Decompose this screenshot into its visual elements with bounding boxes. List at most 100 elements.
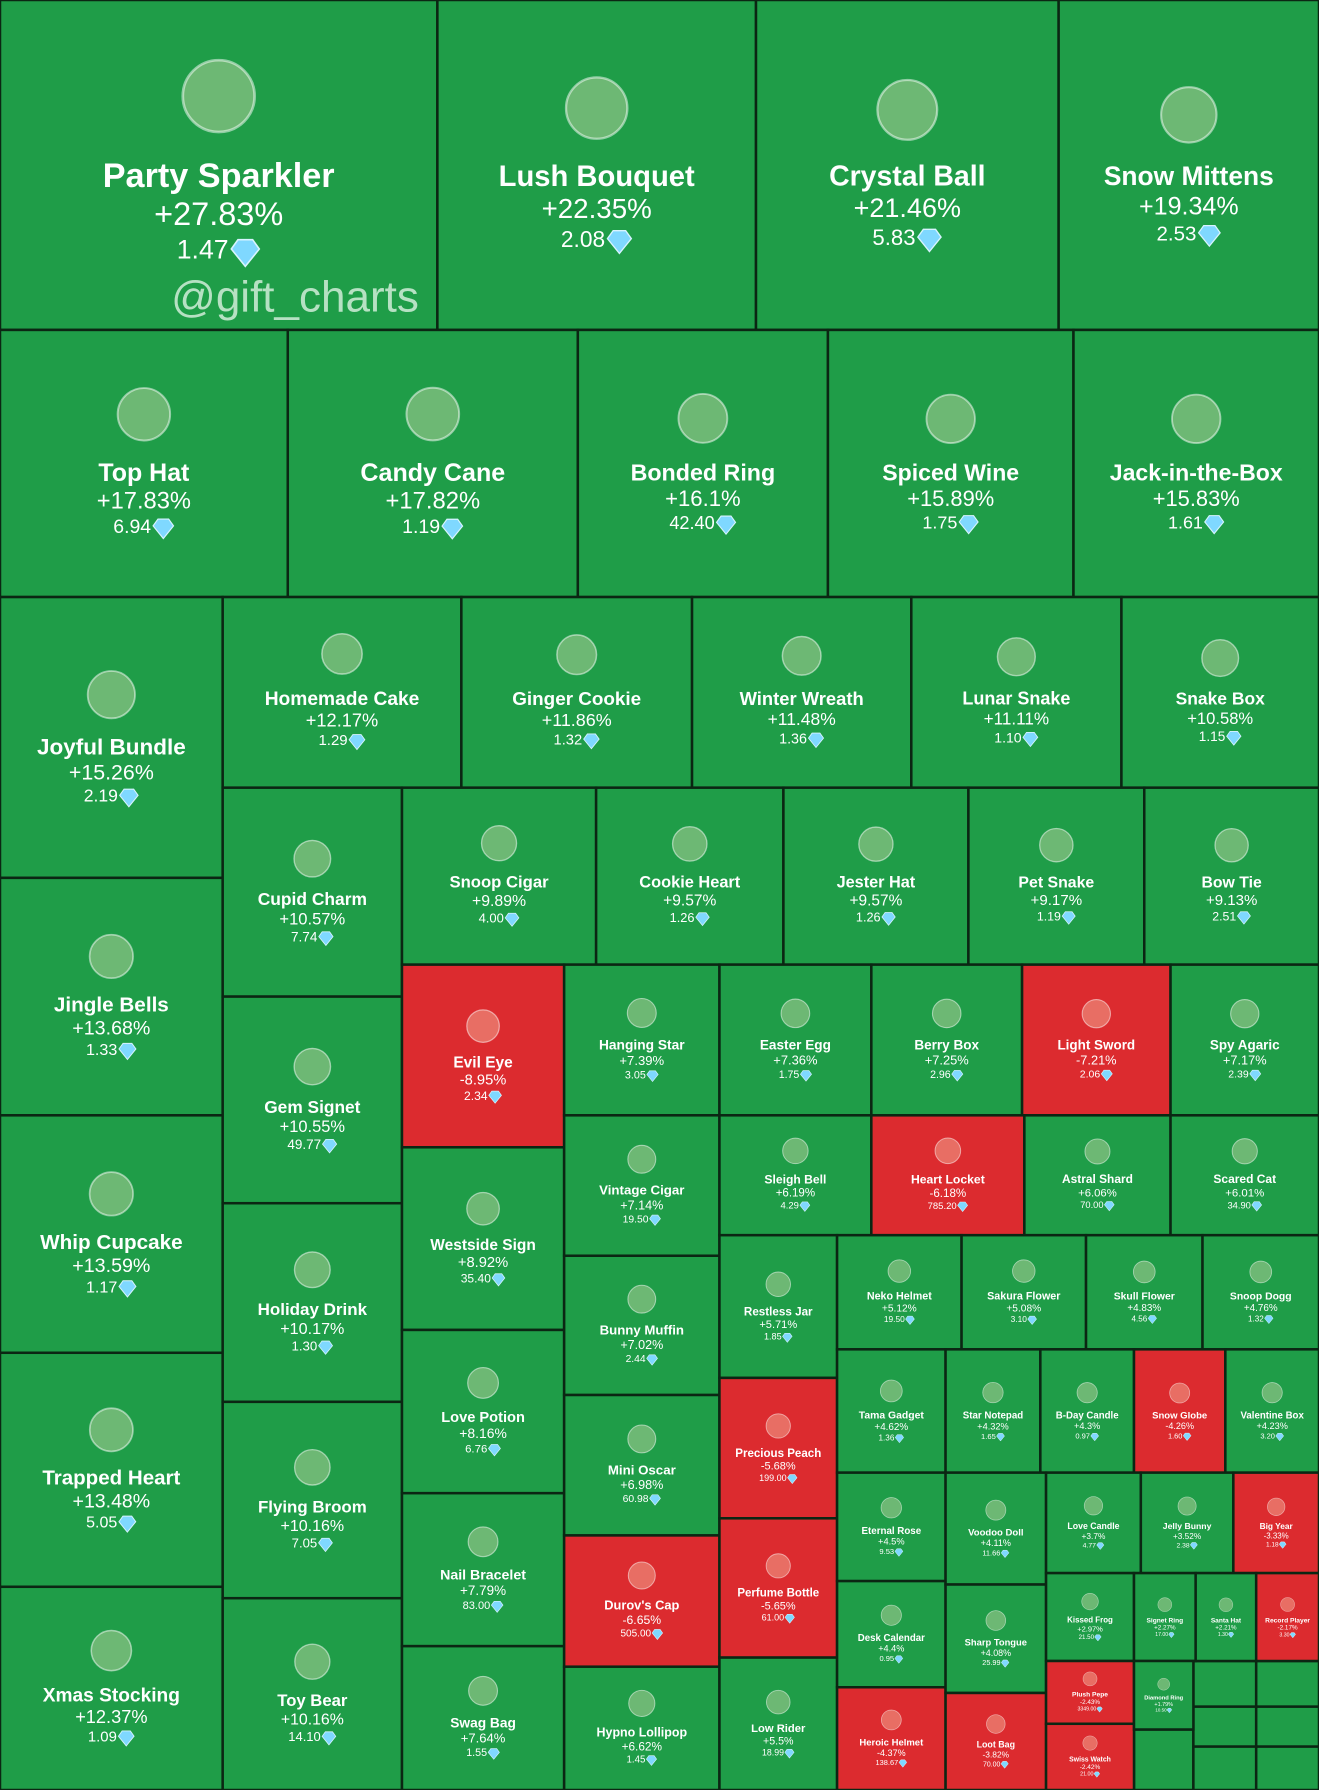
- change-label: +10.57%: [279, 909, 345, 928]
- gem-icon: [118, 1042, 137, 1061]
- price-label: 61.00: [762, 1613, 784, 1623]
- change-label: +10.16%: [280, 1517, 344, 1535]
- tile-group: Perfume Bottle-5.65%61.00: [718, 1517, 839, 1659]
- price-label: 60.98: [623, 1494, 649, 1505]
- tile-group: Skull Flower+4.83%4.56: [1084, 1233, 1204, 1351]
- gift-icon: [985, 1610, 1007, 1631]
- change-label: +7.64%: [461, 1731, 506, 1746]
- tile: [0, 876, 224, 1117]
- gem-icon: [348, 734, 366, 751]
- gem-icon: [807, 732, 825, 749]
- tile-group: Pet Snake+9.17%1.19: [967, 786, 1146, 966]
- change-label: -2.42%: [1080, 1764, 1101, 1771]
- gift-icon: [879, 1379, 903, 1403]
- tile: [870, 963, 1024, 1117]
- tile: [835, 1579, 947, 1689]
- change-label: +4.23%: [1256, 1421, 1287, 1431]
- tile: [1039, 1348, 1136, 1474]
- gift-icon: [671, 826, 708, 862]
- gift-name: Swag Bag: [450, 1715, 516, 1730]
- small-tile: [1132, 1728, 1195, 1790]
- gift-name: Valentine Box: [1241, 1410, 1305, 1421]
- tile-group: Party Sparkler+27.83%1.47: [0, 0, 439, 332]
- gem-icon: [1228, 1632, 1235, 1638]
- price-label: 19.50: [884, 1314, 905, 1324]
- price-label: 2.51: [1212, 910, 1236, 924]
- tile-group: Plush Pepe-2.43%3349.00: [1044, 1659, 1136, 1726]
- gem-icon: [1027, 1315, 1037, 1325]
- tile-group: Spiced Wine+15.89%1.75: [826, 328, 1075, 599]
- small-tile: [1254, 1659, 1319, 1708]
- change-label: +10.55%: [280, 1118, 346, 1136]
- tile-group: Bow Tie+9.13%2.51: [1143, 786, 1319, 966]
- price-label: 2.08: [561, 226, 605, 252]
- change-label: +12.37%: [75, 1707, 147, 1727]
- gift-icon: [556, 634, 598, 676]
- tile-group: Joyful Bundle+15.26%2.19: [0, 595, 224, 880]
- gift-name: Winter Wreath: [740, 688, 864, 709]
- tile-group: Top Hat+17.83%6.94: [0, 328, 290, 599]
- gem-icon: [894, 1434, 905, 1444]
- tile: [436, 0, 758, 332]
- change-label: +2.21%: [1215, 1625, 1237, 1632]
- tile-group: Big Year-3.33% 1.18: [1232, 1471, 1319, 1575]
- gift-name: Heart Locket: [911, 1172, 985, 1186]
- tile: [400, 1644, 566, 1790]
- tile: [754, 0, 1060, 332]
- gem-icon: [1236, 911, 1251, 925]
- gift-name: Love Candle: [1067, 1521, 1119, 1531]
- price-label: 0.95: [879, 1654, 894, 1663]
- gift-icon: [88, 1407, 134, 1453]
- tile-group: Jack-in-the-Box+15.83%1.61: [1072, 328, 1319, 599]
- gift-icon: [293, 1047, 332, 1086]
- tile: [1044, 1722, 1136, 1790]
- price-label: 1.32: [554, 732, 583, 748]
- tile-group: Candy Cane+17.82%1.19: [286, 328, 580, 599]
- change-label: +6.19%: [776, 1188, 815, 1200]
- gem-icon: [118, 788, 139, 808]
- gem-icon: [996, 1433, 1005, 1442]
- change-label: +9.17%: [1031, 892, 1083, 909]
- change-label: +4.3%: [1074, 1421, 1100, 1431]
- tile-group: Westside Sign+8.92%35.40: [400, 1146, 566, 1332]
- gift-icon: [480, 825, 518, 862]
- gift-icon: [876, 78, 939, 141]
- tile-group: Eternal Rose+4.5%9.53: [835, 1471, 947, 1583]
- price-label: 5.83: [872, 225, 915, 250]
- tile: [1143, 786, 1319, 966]
- gem-icon: [649, 1494, 661, 1506]
- tile: [0, 1351, 224, 1589]
- gift-icon: [1214, 828, 1249, 863]
- gift-name: Xmas Stocking: [43, 1686, 180, 1707]
- gift-icon: [782, 1137, 809, 1165]
- price-label: 2.19: [84, 786, 118, 806]
- gift-name: Jingle Bells: [54, 994, 169, 1017]
- gift-name: Plush Pepe: [1072, 1692, 1108, 1699]
- price-label: 1.36: [879, 1433, 895, 1442]
- tile-group: Easter Egg+7.36%1.75: [718, 963, 873, 1117]
- gift-name: Toy Bear: [277, 1691, 348, 1710]
- price-label: 1.32: [1248, 1314, 1264, 1323]
- change-label: +7.36%: [773, 1053, 818, 1068]
- price-label: 21.50: [1079, 1634, 1095, 1641]
- tile-group: Ginger Cookie+11.86% 1.32: [460, 595, 694, 789]
- price-label: 505.00: [620, 1629, 651, 1640]
- gift-icon: [1082, 1671, 1098, 1687]
- gift-name: Bunny Muffin: [600, 1322, 684, 1337]
- price-label: 21.00: [1080, 1772, 1093, 1778]
- price-label: 3.10: [1011, 1314, 1028, 1324]
- gem-icon: [118, 1515, 137, 1533]
- gift-icon: [858, 826, 894, 862]
- gem-icon: [1022, 731, 1039, 748]
- change-label: +4.62%: [874, 1422, 908, 1433]
- tile: [690, 595, 913, 789]
- tile: [944, 1691, 1048, 1790]
- gem-icon: [1100, 1069, 1113, 1082]
- gift-icon: [1171, 393, 1222, 444]
- gem-icon: [646, 1755, 657, 1766]
- change-label: +11.86%: [542, 710, 612, 730]
- tile-group: Evil Eye -8.95%2.34: [400, 963, 566, 1149]
- gem-icon: [1278, 1541, 1287, 1549]
- gem-icon: [1226, 731, 1242, 746]
- gem-icon: [957, 1201, 968, 1212]
